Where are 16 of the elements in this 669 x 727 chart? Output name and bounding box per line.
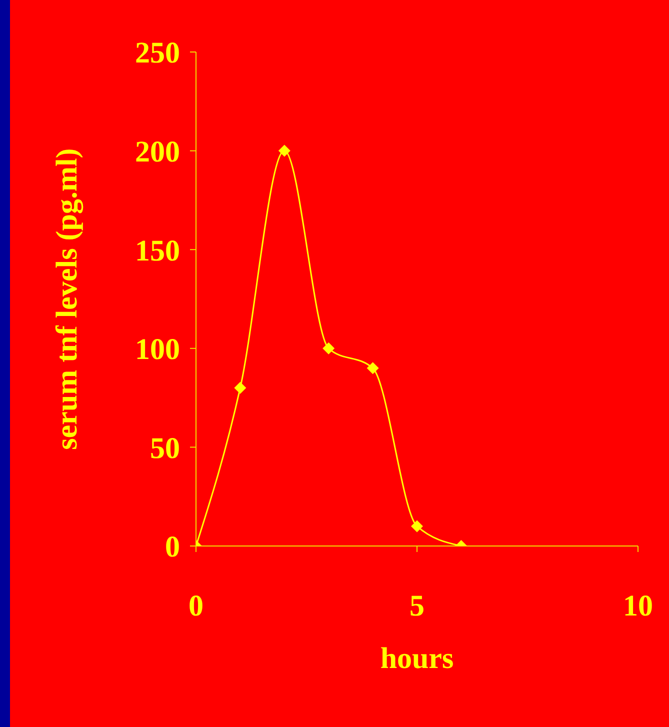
point bbox=[411, 520, 423, 532]
point bbox=[322, 342, 335, 354]
y-tick-label: 50 bbox=[150, 432, 180, 465]
point bbox=[278, 144, 290, 157]
y-tick-label: 250 bbox=[135, 36, 180, 70]
point bbox=[234, 382, 246, 394]
y-tick-label: 150 bbox=[135, 234, 180, 268]
y-tick-label: 200 bbox=[135, 135, 180, 168]
x-tick-label: 5 bbox=[410, 589, 424, 622]
x-tick-label: 10 bbox=[623, 589, 653, 622]
y-tick-label: 100 bbox=[135, 333, 180, 366]
x-axis-title: hours bbox=[380, 642, 454, 675]
x-tick-label: 0 bbox=[188, 589, 204, 622]
y-axis-title: serum tnf levels (pg.ml) bbox=[50, 148, 84, 450]
point bbox=[366, 362, 379, 374]
y-tick-label: 0 bbox=[165, 530, 180, 564]
